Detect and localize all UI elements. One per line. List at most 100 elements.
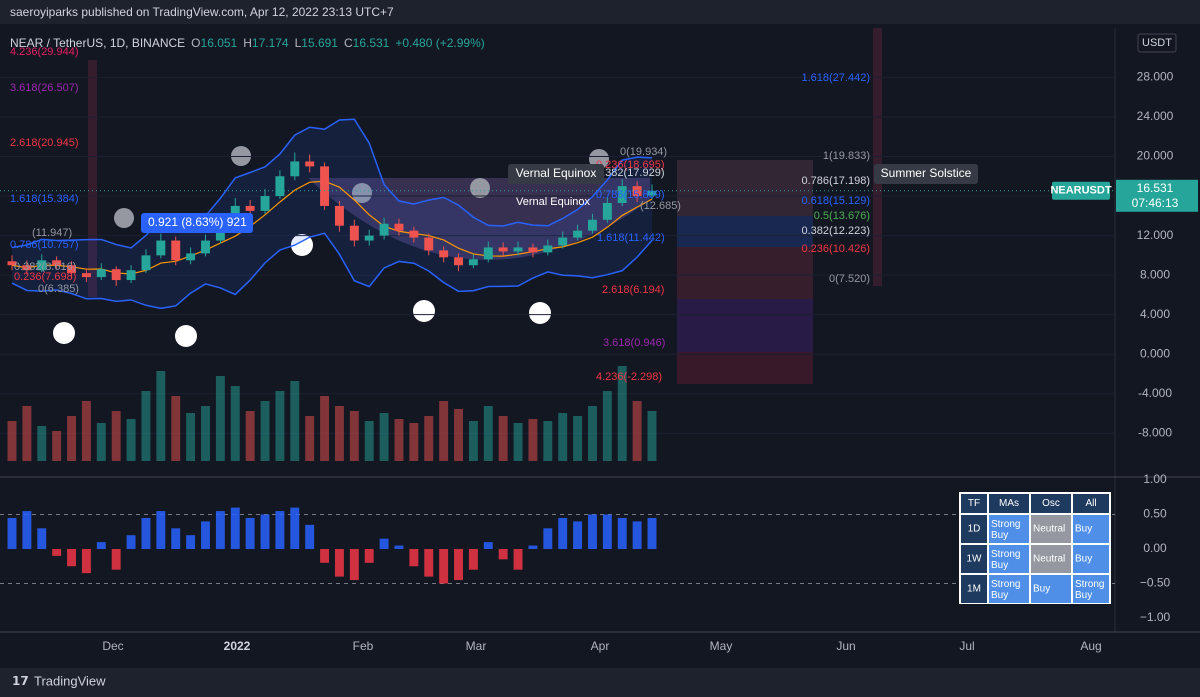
volume-bar: [275, 391, 285, 461]
table-cell: [989, 575, 1029, 603]
osc-bar: [215, 511, 225, 549]
note: Summer Solstice: [881, 166, 972, 180]
volume-bar: [379, 413, 389, 461]
table-text: Buy: [1075, 554, 1092, 565]
fib-zone: [677, 352, 813, 384]
osc-bar: [558, 517, 568, 549]
volume-bar: [468, 421, 478, 461]
candle-body: [364, 235, 374, 241]
table-text: TF: [968, 498, 980, 509]
candle-body: [67, 265, 76, 274]
osc-bar: [320, 549, 330, 563]
osc-bar: [290, 507, 300, 549]
osc-bar: [96, 542, 106, 549]
table-cell: [989, 545, 1029, 573]
volume-bar: [647, 411, 657, 461]
volume-bar: [81, 401, 91, 461]
fib-label: 0.786(15.809): [596, 189, 665, 201]
osc-bar: [201, 521, 210, 549]
volume-bar: [7, 421, 17, 461]
fib-zone: [677, 216, 813, 247]
volume-bar: [126, 419, 136, 461]
volume-bar: [334, 406, 344, 461]
table-text: Buy: [1075, 524, 1092, 535]
osc-tick-label: −1.00: [1140, 610, 1171, 624]
fib-label: 2.618(6.194): [602, 284, 664, 296]
candle-body: [424, 237, 434, 251]
candle-body: [558, 237, 568, 246]
candle-body: [528, 247, 538, 253]
volume-bar: [498, 416, 508, 461]
volume-bar: [409, 423, 419, 461]
x-tick-label: May: [710, 639, 733, 653]
note: Vernal Equinox: [516, 166, 597, 180]
candle-body: [349, 225, 359, 241]
table-cell: [1073, 515, 1109, 543]
candle-body: [483, 247, 493, 260]
osc-bar: [543, 528, 553, 549]
osc-bar: [52, 549, 62, 556]
osc-tick-label: 1.00: [1143, 472, 1167, 486]
brand: TradingView: [34, 673, 106, 688]
note-box: [874, 164, 978, 184]
volume-bar: [215, 376, 225, 461]
osc-tick-label: 0.00: [1143, 541, 1167, 555]
fib-label: 2.618(20.945): [10, 137, 79, 149]
volume-bar: [543, 421, 553, 461]
fib-label: 1.618(11.442): [597, 232, 665, 244]
volume-bar: [96, 423, 106, 461]
table-text: Neutral: [1033, 554, 1065, 565]
volume-bar: [245, 411, 255, 461]
volume-bar: [349, 411, 359, 461]
table-cell: [989, 515, 1029, 543]
volume-bar: [454, 409, 463, 461]
fib-label: 0.236(10.426): [802, 243, 871, 255]
ohlc-item: +0.480 (+2.99%): [395, 36, 484, 50]
osc-bar: [126, 535, 136, 549]
measure-box: [141, 213, 253, 233]
x-tick-label: Dec: [102, 639, 123, 653]
candle-body: [647, 190, 657, 196]
fib-label: 0.382(12.223): [802, 225, 871, 237]
osc-bar: [602, 514, 612, 549]
ohlc-item: 15.691: [301, 36, 338, 50]
moon: [352, 183, 372, 203]
ohlc-item: L: [295, 36, 302, 50]
osc-bar: [617, 517, 627, 549]
table-cell: [1031, 494, 1071, 513]
note: Vernal Equinox: [516, 196, 590, 208]
candle-body: [439, 250, 449, 258]
volume-bar: [141, 391, 151, 461]
fib-label: (11.947): [32, 227, 72, 239]
volume-bar: [558, 413, 568, 461]
table-text: Strong Buy: [991, 579, 1020, 601]
volume-bar: [290, 381, 300, 461]
fib-label: (12.685): [640, 200, 681, 212]
table-text: Osc: [1042, 498, 1060, 509]
osc-bar: [260, 514, 270, 549]
candle-body: [186, 253, 196, 261]
volume-bar: [439, 401, 449, 461]
fib-label: 1.618(15.384): [10, 193, 79, 205]
osc-bar: [588, 514, 597, 549]
fib-label: 4.236(-2.298): [596, 371, 662, 383]
moon: [291, 234, 313, 256]
osc-bar: [245, 517, 255, 549]
last-price: 16.531: [1137, 181, 1174, 195]
band-upper: [11, 118, 653, 249]
candle-body: [201, 240, 210, 254]
fib-label: 0.786(17.198): [802, 175, 871, 187]
osc-bar: [275, 511, 285, 549]
candle-body: [394, 223, 404, 231]
candle-body: [7, 261, 17, 266]
table-cell: [1073, 545, 1109, 573]
ohlc-legend: NEAR / TetherUS, 1D, BINANCE O16.051 H17.1…: [10, 36, 485, 50]
measure-label: 0.921 (8.63%) 921: [148, 215, 247, 229]
table-text: 1M: [967, 584, 981, 595]
candle-body: [617, 186, 627, 203]
candle-body: [573, 230, 583, 238]
osc-bar: [632, 521, 642, 549]
osc-bar: [424, 549, 434, 577]
candle-body: [260, 196, 270, 211]
fib-label: 0(7.520): [829, 273, 870, 285]
